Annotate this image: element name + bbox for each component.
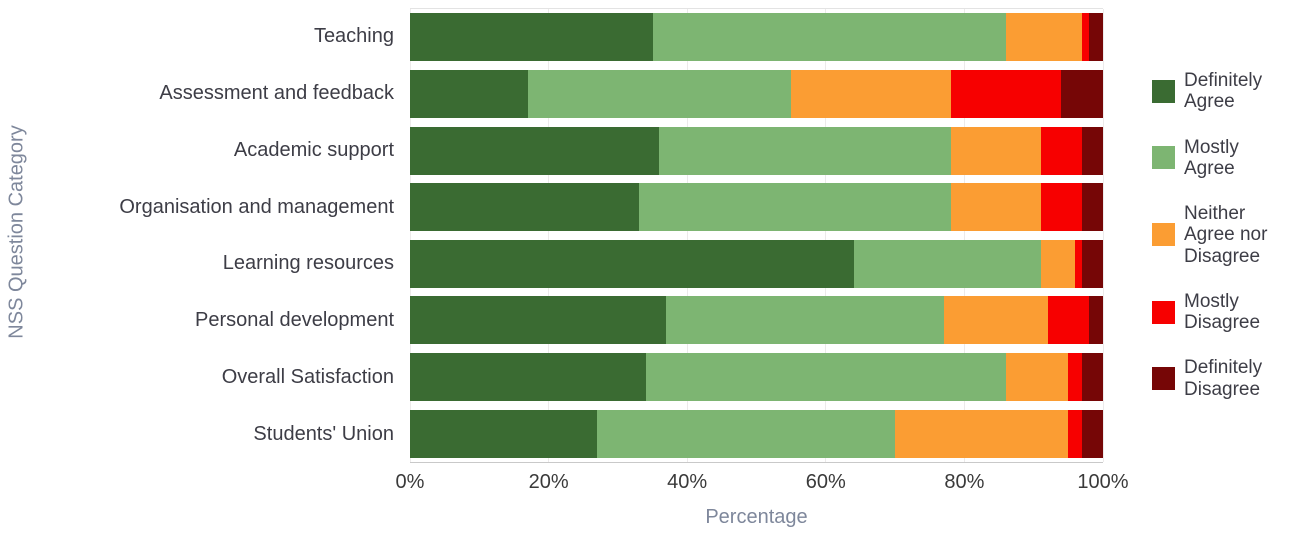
x-tick-label: 80%: [944, 471, 985, 493]
bar-segment: [1082, 126, 1103, 175]
stacked-bar: [410, 239, 1103, 288]
stacked-bar: [410, 13, 1103, 62]
bar-segment: [853, 239, 1041, 288]
bar-segment: [645, 353, 1006, 402]
legend-swatch: [1152, 223, 1175, 247]
bar-segment: [652, 13, 1006, 62]
bar-segment: [1005, 353, 1069, 402]
legend-item: Definitely Disagree: [1152, 357, 1267, 400]
bar-segment: [1040, 126, 1083, 175]
category-label: Overall Satisfaction: [221, 366, 394, 389]
bar-row: [410, 179, 1103, 236]
gridline: [409, 9, 411, 462]
gridline: [825, 9, 827, 462]
category-labels: Teaching Assessment and feedback Academic …: [0, 8, 394, 463]
legend-item: Mostly Agree: [1152, 137, 1267, 180]
bar-segment: [1082, 183, 1103, 232]
bar-segment: [527, 69, 792, 118]
gridline: [1102, 9, 1104, 462]
legend-label: Neither Agree nor Disagree: [1184, 203, 1268, 267]
bar-segment: [1068, 409, 1083, 458]
bar-segment: [410, 296, 667, 345]
stacked-bar: [410, 296, 1103, 345]
stacked-bar: [410, 69, 1103, 118]
bar-segment: [410, 409, 598, 458]
stacked-bar: [410, 183, 1103, 232]
bar-segment: [410, 183, 639, 232]
category-label: Assessment and feedback: [159, 81, 394, 104]
bar-segment: [950, 126, 1041, 175]
legend-label: Definitely Disagree: [1184, 357, 1263, 400]
x-axis-ticks: 0% 20% 40% 60% 80% 100%: [396, 471, 1129, 497]
x-tick-label: 20%: [528, 471, 569, 493]
bar-segment: [410, 126, 660, 175]
bar-segment: [638, 183, 951, 232]
gridline: [686, 9, 688, 462]
bar-segment: [950, 183, 1041, 232]
bar-segment: [1082, 409, 1103, 458]
bar-row: [410, 66, 1103, 123]
category-label: Personal development: [194, 309, 394, 332]
bar-segment: [1040, 239, 1076, 288]
category-label: Learning resources: [222, 252, 394, 275]
category-label: Organisation and management: [119, 195, 394, 218]
bar-segment: [950, 69, 1062, 118]
bar-segment: [1082, 353, 1103, 402]
bar-row: [410, 122, 1103, 179]
bar-segment: [666, 296, 944, 345]
legend-item: Mostly Disagree: [1152, 291, 1267, 334]
stacked-bar: [410, 353, 1103, 402]
legend-swatch: [1152, 367, 1175, 391]
legend-label: Mostly Disagree: [1184, 290, 1261, 334]
bar-row: [410, 9, 1103, 66]
bar-segment: [943, 296, 1048, 345]
stacked-bar: [410, 126, 1103, 175]
bar-segment: [410, 353, 646, 402]
category-label: Students' Union: [253, 423, 394, 446]
gridline: [963, 9, 965, 462]
legend: Definitely Agree Mostly Agree Neither Agre…: [1152, 70, 1267, 400]
plot-area: [409, 8, 1104, 463]
bar-segment: [410, 239, 854, 288]
bar-segment: [1089, 13, 1103, 62]
stacked-bar: [410, 409, 1103, 458]
bar-segment: [895, 409, 1069, 458]
bar-segment: [1061, 69, 1103, 118]
legend-item: Neither Agree nor Disagree: [1152, 203, 1267, 267]
legend-item: Definitely Agree: [1152, 70, 1267, 113]
x-tick-label: 40%: [667, 471, 708, 493]
x-tick-label: 60%: [805, 471, 846, 493]
bar-segment: [1068, 353, 1083, 402]
category-label: Teaching: [313, 24, 394, 47]
bar-segment: [410, 69, 528, 118]
bar-row: [410, 292, 1103, 349]
bar-row: [410, 405, 1103, 462]
legend-label: Definitely Agree: [1184, 70, 1263, 113]
bar-segment: [1089, 296, 1103, 345]
bar-segment: [410, 13, 653, 62]
bar-segment: [597, 409, 896, 458]
bar-segment: [1047, 296, 1090, 345]
gridline: [548, 9, 550, 462]
x-tick-label: 0%: [395, 471, 425, 493]
legend-label: Mostly Agree: [1184, 136, 1239, 179]
x-tick-label: 100%: [1077, 471, 1129, 493]
bar-row: [410, 236, 1103, 293]
x-axis-title: Percentage: [705, 506, 808, 528]
bar-segment: [791, 69, 951, 118]
legend-swatch: [1152, 300, 1175, 324]
bar-row: [410, 349, 1103, 406]
bar-segment: [659, 126, 951, 175]
bar-segment: [1082, 13, 1090, 62]
category-label: Academic support: [233, 138, 394, 161]
bar-segment: [1075, 239, 1083, 288]
bar-segment: [1040, 183, 1083, 232]
legend-swatch: [1152, 146, 1175, 170]
bar-segment: [1005, 13, 1083, 62]
legend-swatch: [1152, 79, 1175, 103]
bar-segment: [1082, 239, 1103, 288]
